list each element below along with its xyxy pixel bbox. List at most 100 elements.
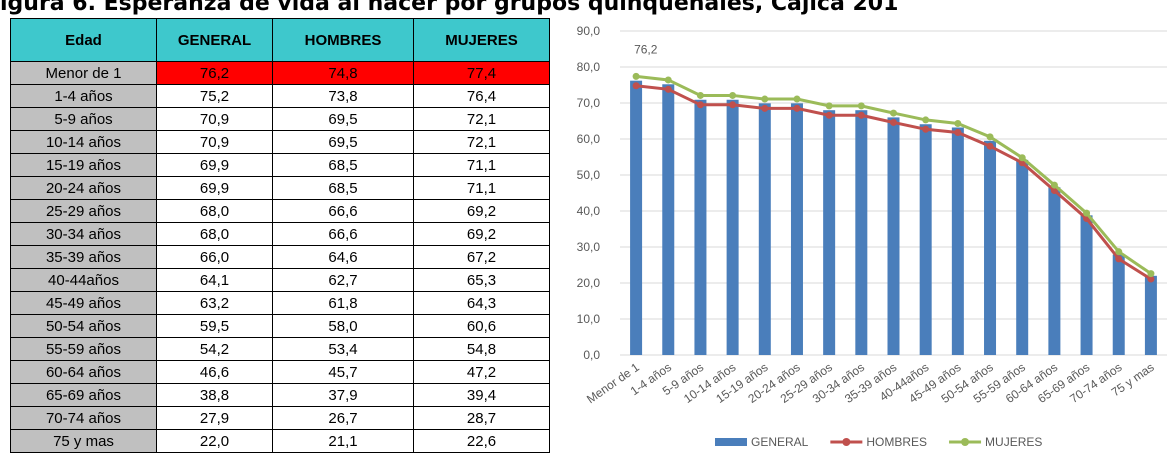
bar [1080, 215, 1093, 355]
table-row: 45-49 años 63,2 61,8 64,3 [10, 291, 550, 315]
marker [922, 125, 930, 133]
table-cell: 50-54 años [10, 314, 157, 338]
table-cell: 64,1 [156, 268, 273, 292]
y-tick-label: 60,0 [577, 132, 601, 146]
table-cell: 65,3 [413, 268, 550, 292]
bar [1144, 275, 1157, 355]
table-row: 5-9 años 70,9 69,5 72,1 [10, 107, 550, 131]
table-cell: 71,1 [413, 176, 550, 200]
table-row: Menor de 1 76,2 74,8 77,4 [10, 61, 550, 85]
marker [1147, 270, 1155, 278]
table-cell: 22,6 [413, 429, 550, 453]
bar [758, 103, 771, 355]
figure-title: igura 6. Esperanza de vida al nacer por … [0, 0, 899, 16]
chart: 0,0 10,0 20,0 30,0 40,0 50,0 60,0 70,0 80,0 90,0 M… [577, 24, 1167, 449]
table-cell: 60-64 años [10, 360, 157, 384]
bar [1048, 187, 1061, 355]
table-row: 65-69 años 38,8 37,9 39,4 [10, 383, 550, 407]
table-cell: 65-69 años [10, 383, 157, 407]
marker [664, 76, 672, 84]
bar [855, 110, 868, 355]
bar [1112, 254, 1125, 355]
marker [890, 109, 897, 117]
table-row: 60-64 años 46,6 45,7 47,2 [10, 360, 550, 384]
table-cell: 26,7 [272, 406, 414, 430]
bar [823, 110, 836, 355]
bar [951, 127, 964, 355]
table-cell: 62,7 [272, 268, 414, 292]
table-cell: 76,2 [156, 61, 273, 85]
table-cell: 69,5 [272, 107, 414, 131]
marker [1018, 154, 1026, 162]
legend-swatch [715, 438, 747, 446]
table-cell: 70-74 años [10, 406, 157, 430]
table-cell: 71,1 [413, 153, 550, 177]
table-cell: 63,2 [156, 291, 273, 315]
table-cell: 73,8 [272, 84, 414, 108]
table-cell: 72,1 [413, 130, 550, 154]
table-cell: 22,0 [156, 429, 273, 453]
bar [662, 84, 675, 355]
marker [954, 129, 962, 137]
marker [696, 101, 704, 109]
table-cell: 69,2 [413, 199, 550, 223]
table-cell: 55-59 años [10, 337, 157, 361]
bar [630, 80, 643, 356]
legend-swatch [961, 438, 970, 446]
table-row: 55-59 años 54,2 53,4 54,8 [10, 337, 550, 361]
table-cell: 75,2 [156, 84, 273, 108]
table-cell: 69,2 [413, 222, 550, 246]
table-cell: 25-29 años [10, 199, 157, 223]
table-cell: 35-39 años [10, 245, 157, 269]
table-cell: 61,8 [272, 291, 414, 315]
marker [1050, 181, 1058, 189]
y-tick-label: 10,0 [577, 312, 601, 326]
marker [632, 82, 640, 90]
table-cell: 68,0 [156, 199, 273, 223]
table-cell: 47,2 [413, 360, 550, 384]
table-cell: 15-19 años [10, 153, 157, 177]
marker [761, 95, 769, 103]
table-cell: Menor de 1 [10, 61, 157, 85]
marker [986, 142, 994, 150]
table-cell: 21,1 [272, 429, 414, 453]
table-row: 1-4 años 75,2 73,8 76,4 [10, 84, 550, 108]
y-tick-label: 50,0 [577, 168, 601, 182]
marker [857, 111, 865, 119]
legend-label: HOMBRES [866, 435, 927, 449]
table-cell: 69,9 [156, 153, 273, 177]
table-cell: 54,8 [413, 337, 550, 361]
marker [729, 101, 737, 109]
table-cell: 66,0 [156, 245, 273, 269]
table-cell: 1-4 años [10, 84, 157, 108]
marker [793, 104, 801, 112]
table-cell: 60,6 [413, 314, 550, 338]
table-cell: 40-44años [10, 268, 157, 292]
table-cell: 30-34 años [10, 222, 157, 246]
table-row: 75 y mas 22,0 21,1 22,6 [10, 429, 550, 453]
table-cell: 72,1 [413, 107, 550, 131]
marker [1147, 275, 1155, 283]
table-cell: 67,2 [413, 245, 550, 269]
bar [1016, 159, 1029, 355]
table-row: 25-29 años 68,0 66,6 69,2 [10, 199, 550, 223]
y-tick-label: 40,0 [577, 204, 601, 218]
marker [986, 133, 994, 141]
bar [984, 140, 997, 355]
table-cell: 76,4 [413, 84, 550, 108]
table-row: 50-54 años 59,5 58,0 60,6 [10, 314, 550, 338]
y-tick-label: 80,0 [577, 60, 601, 74]
y-tick-label: 70,0 [577, 96, 601, 110]
table-row: 30-34 años 68,0 66,6 69,2 [10, 222, 550, 246]
table-header: GENERAL [156, 18, 273, 62]
marker [1115, 255, 1123, 263]
table-cell: 75 y mas [10, 429, 157, 453]
marker [954, 120, 962, 128]
marker [1050, 186, 1058, 194]
table-row: 35-39 años 66,0 64,6 67,2 [10, 245, 550, 269]
table-cell: 45,7 [272, 360, 414, 384]
table-cell: 66,6 [272, 222, 414, 246]
bar [887, 117, 900, 356]
marker [664, 85, 672, 93]
